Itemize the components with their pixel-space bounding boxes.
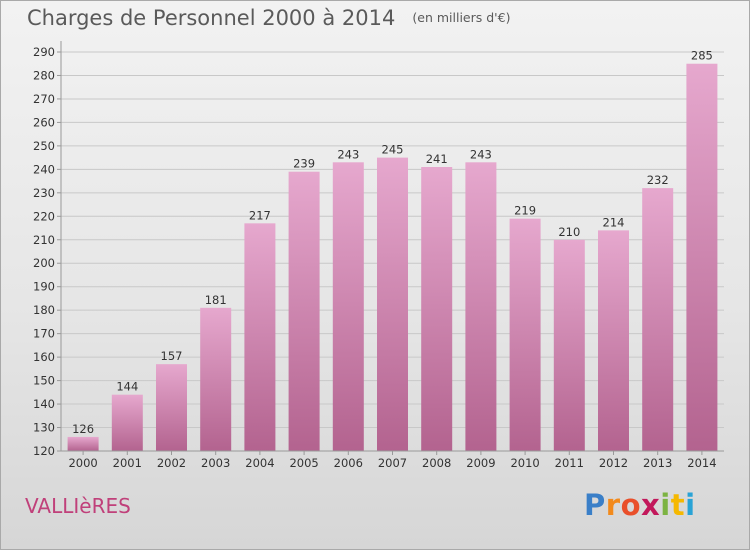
x-tick-label: 2011 bbox=[555, 456, 584, 470]
logo-letter: r bbox=[605, 488, 621, 522]
y-tick-label: 240 bbox=[33, 162, 55, 176]
y-tick-label: 120 bbox=[33, 444, 55, 458]
y-tick-label: 200 bbox=[33, 256, 55, 270]
y-tick-label: 180 bbox=[33, 303, 55, 317]
bar-value-label: 210 bbox=[558, 225, 580, 239]
bar-value-label: 144 bbox=[116, 380, 138, 394]
bar bbox=[509, 218, 541, 451]
commune-name: VALLIèRES bbox=[25, 494, 131, 518]
y-tick-label: 270 bbox=[33, 92, 55, 106]
logo-letter: t bbox=[670, 488, 686, 522]
bar-value-label: 181 bbox=[205, 293, 227, 307]
title-row: Charges de Personnel 2000 à 2014 (en mil… bbox=[27, 6, 510, 30]
bar-value-label: 285 bbox=[691, 49, 713, 63]
bar bbox=[67, 436, 99, 451]
bar-value-label: 219 bbox=[514, 204, 536, 218]
bar bbox=[553, 239, 585, 451]
bar bbox=[686, 63, 718, 452]
x-tick-label: 2005 bbox=[289, 456, 318, 470]
bar-value-label: 214 bbox=[603, 215, 625, 229]
x-tick-label: 2002 bbox=[157, 456, 186, 470]
x-tick-label: 2006 bbox=[334, 456, 363, 470]
bar-value-label: 243 bbox=[470, 147, 492, 161]
bars: 126 144 157 181 217 239 243 245 241 243 219 210 214 2… bbox=[67, 49, 718, 452]
x-tick-label: 2000 bbox=[68, 456, 97, 470]
bar bbox=[288, 171, 320, 451]
x-tick-label: 2007 bbox=[378, 456, 407, 470]
chart-title: Charges de Personnel 2000 à 2014 bbox=[27, 6, 396, 30]
y-tick-label: 260 bbox=[33, 115, 55, 129]
y-tick-label: 130 bbox=[33, 421, 55, 435]
y-tick-label: 150 bbox=[33, 374, 55, 388]
proxiti-logo[interactable]: Proxiti bbox=[584, 488, 696, 522]
logo-letter: o bbox=[620, 488, 642, 522]
bar-value-label: 232 bbox=[647, 173, 669, 187]
x-tick-label: 2010 bbox=[510, 456, 539, 470]
bar bbox=[642, 188, 674, 452]
bar-value-label: 157 bbox=[161, 349, 183, 363]
bar bbox=[111, 394, 143, 451]
y-axis: 120 130 140 150 160 170 180 190 200 210 220 230 240 2… bbox=[33, 41, 62, 458]
logo-letter: i bbox=[660, 488, 671, 522]
bar-value-label: 126 bbox=[72, 422, 94, 436]
bar-value-label: 241 bbox=[426, 152, 448, 166]
bar bbox=[200, 307, 232, 451]
x-tick-label: 2001 bbox=[113, 456, 142, 470]
bar-value-label: 245 bbox=[382, 143, 404, 157]
bar bbox=[156, 364, 187, 451]
y-tick-label: 290 bbox=[33, 45, 55, 59]
bar-value-label: 243 bbox=[337, 147, 359, 161]
y-tick-label: 140 bbox=[33, 397, 55, 411]
bar-value-label: 217 bbox=[249, 208, 271, 222]
x-tick-label: 2013 bbox=[643, 456, 672, 470]
logo-letter: x bbox=[641, 488, 661, 522]
logo-letter: i bbox=[685, 488, 696, 522]
bar bbox=[421, 167, 453, 451]
y-tick-label: 280 bbox=[33, 68, 55, 82]
y-tick-label: 190 bbox=[33, 280, 55, 294]
bar bbox=[598, 230, 629, 451]
y-tick-label: 170 bbox=[33, 327, 55, 341]
y-tick-label: 230 bbox=[33, 186, 55, 200]
x-tick-label: 2009 bbox=[466, 456, 495, 470]
x-axis: 2000 2001 2002 2003 2004 2005 2006 2007 2008 2009… bbox=[61, 450, 724, 470]
bar bbox=[377, 157, 408, 451]
bar bbox=[465, 162, 497, 451]
bar-value-label: 239 bbox=[293, 157, 315, 171]
chart-subtitle: (en milliers d'€) bbox=[412, 10, 511, 25]
bar bbox=[244, 223, 276, 451]
x-tick-label: 2004 bbox=[245, 456, 274, 470]
y-tick-label: 210 bbox=[33, 233, 55, 247]
x-tick-label: 2008 bbox=[422, 456, 451, 470]
x-tick-label: 2003 bbox=[201, 456, 230, 470]
bar bbox=[332, 162, 364, 451]
y-tick-label: 160 bbox=[33, 350, 55, 364]
x-tick-label: 2014 bbox=[687, 456, 716, 470]
logo-letter: P bbox=[584, 488, 606, 522]
y-tick-label: 220 bbox=[33, 209, 55, 223]
y-tick-label: 250 bbox=[33, 139, 55, 153]
x-tick-label: 2012 bbox=[599, 456, 628, 470]
